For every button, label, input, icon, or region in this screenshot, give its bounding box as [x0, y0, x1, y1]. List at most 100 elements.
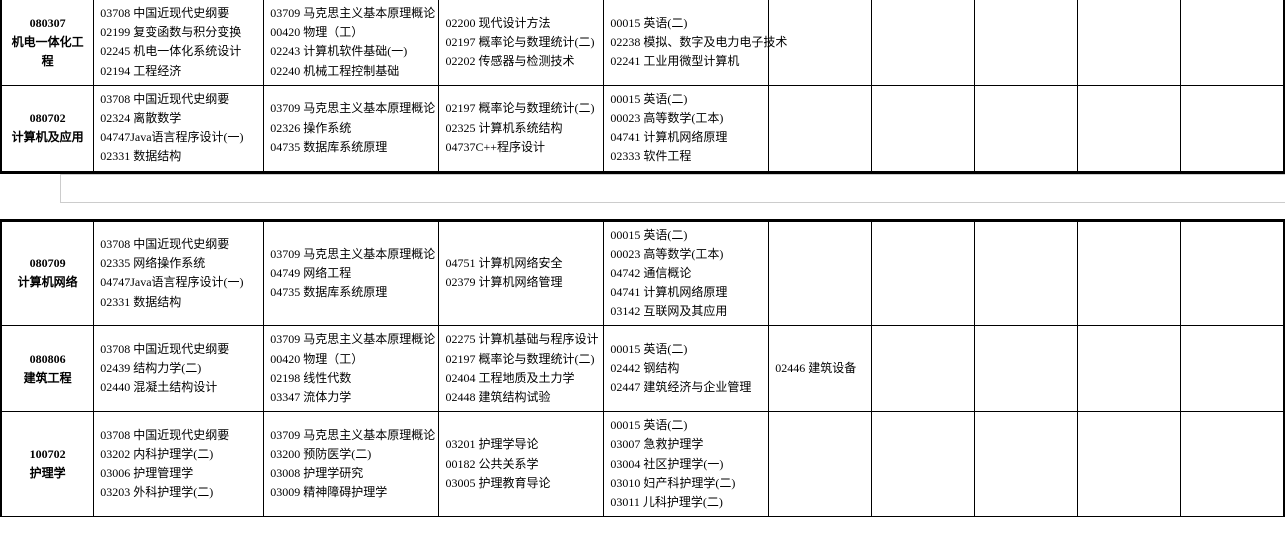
- course-entry: 03010 妇产科护理学(二): [610, 474, 762, 493]
- table-row: 080702计算机及应用03708 中国近现代史纲要02324 离散数学0474…: [1, 85, 1284, 172]
- course-entry: 04735 数据库系统原理: [270, 283, 432, 302]
- course-entry: 04741 计算机网络原理: [610, 283, 762, 302]
- course-cell: 00015 英语(二)02238 模拟、数字及电力电子技术02241 工业用微型…: [604, 0, 769, 85]
- course-cell: [975, 326, 1078, 412]
- course-cell: 03709 马克思主义基本原理概论00420 物理（工）02243 计算机软件基…: [264, 0, 439, 85]
- course-entry: 02197 概率论与数理统计(二): [445, 99, 597, 118]
- spacer-grid: [60, 174, 1285, 203]
- course-entry: 02202 传感器与检测技术: [445, 52, 597, 71]
- table-row: 080709计算机网络03708 中国近现代史纲要02335 网络操作系统047…: [1, 220, 1284, 326]
- major-code: 080307: [8, 14, 87, 33]
- major-code: 080709: [8, 254, 87, 273]
- course-cell: 02275 计算机基础与程序设计02197 概率论与数理统计(二)02404 工…: [439, 326, 604, 412]
- course-cell: 03708 中国近现代史纲要02199 复变函数与积分变换02245 机电一体化…: [94, 0, 264, 85]
- course-entry: 02333 软件工程: [610, 147, 762, 166]
- major-code-cell: 100702护理学: [1, 412, 94, 517]
- course-cell: [769, 85, 872, 172]
- course-entry: 03201 护理学导论: [445, 435, 597, 454]
- course-entry: 03011 儿科护理学(二): [610, 493, 762, 512]
- course-entry: 02446 建筑设备: [775, 359, 865, 378]
- course-cell: [975, 0, 1078, 85]
- course-entry: 03203 外科护理学(二): [100, 483, 257, 502]
- course-entry: 03004 社区护理学(一): [610, 455, 762, 474]
- course-entry: 02243 计算机软件基础(一): [270, 42, 432, 61]
- course-cell: 03708 中国近现代史纲要02335 网络操作系统04747Java语言程序设…: [94, 220, 264, 326]
- course-entry: 02245 机电一体化系统设计: [100, 42, 257, 61]
- course-cell: [769, 220, 872, 326]
- course-entry: 02324 离散数学: [100, 109, 257, 128]
- major-code: 080806: [8, 350, 87, 369]
- course-entry: 03009 精神障碍护理学: [270, 483, 432, 502]
- course-cell: [872, 220, 975, 326]
- course-cell: 03709 马克思主义基本原理概论02326 操作系统04735 数据库系统原理: [264, 85, 439, 172]
- course-entry: 00420 物理（工）: [270, 23, 432, 42]
- course-entry: 02198 线性代数: [270, 369, 432, 388]
- course-cell: 03709 马克思主义基本原理概论04749 网络工程04735 数据库系统原理: [264, 220, 439, 326]
- course-entry: 03005 护理教育导论: [445, 474, 597, 493]
- course-entry: 00182 公共关系学: [445, 455, 597, 474]
- course-entry: 02200 现代设计方法: [445, 14, 597, 33]
- major-name: 计算机网络: [8, 273, 87, 292]
- course-entry: 00015 英语(二): [610, 90, 762, 109]
- course-entry: 04742 通信概论: [610, 264, 762, 283]
- course-cell: 03708 中国近现代史纲要02439 结构力学(二)02440 混凝土结构设计: [94, 326, 264, 412]
- course-table-2: 080709计算机网络03708 中国近现代史纲要02335 网络操作系统047…: [0, 219, 1285, 518]
- course-entry: 03709 马克思主义基本原理概论: [270, 426, 432, 445]
- course-cell: [975, 412, 1078, 517]
- course-cell: [1078, 220, 1181, 326]
- course-entry: 03142 互联网及其应用: [610, 302, 762, 321]
- course-cell: [872, 85, 975, 172]
- major-code-cell: 080806建筑工程: [1, 326, 94, 412]
- course-entry: 03006 护理管理学: [100, 464, 257, 483]
- course-cell: 00015 英语(二)03007 急救护理学03004 社区护理学(一)0301…: [604, 412, 769, 517]
- course-entry: 00420 物理（工）: [270, 350, 432, 369]
- course-entry: 02442 钢结构: [610, 359, 762, 378]
- course-entry: 02448 建筑结构试验: [445, 388, 597, 407]
- course-entry: 02439 结构力学(二): [100, 359, 257, 378]
- course-entry: 03708 中国近现代史纲要: [100, 426, 257, 445]
- course-cell: 03201 护理学导论00182 公共关系学03005 护理教育导论: [439, 412, 604, 517]
- course-cell: [975, 220, 1078, 326]
- course-entry: 04737C++程序设计: [445, 138, 597, 157]
- course-entry: 03007 急救护理学: [610, 435, 762, 454]
- major-code: 080702: [8, 109, 87, 128]
- course-entry: 04747Java语言程序设计(一): [100, 273, 257, 292]
- course-cell: [1181, 326, 1284, 412]
- course-cell: [872, 0, 975, 85]
- course-entry: 03202 内科护理学(二): [100, 445, 257, 464]
- course-entry: 04751 计算机网络安全: [445, 254, 597, 273]
- course-entry: 02238 模拟、数字及电力电子技术: [610, 33, 762, 52]
- course-cell: [769, 412, 872, 517]
- course-entry: 04735 数据库系统原理: [270, 138, 432, 157]
- course-entry: 03347 流体力学: [270, 388, 432, 407]
- course-entry: 03708 中国近现代史纲要: [100, 235, 257, 254]
- course-entry: 03708 中国近现代史纲要: [100, 90, 257, 109]
- course-entry: 02335 网络操作系统: [100, 254, 257, 273]
- major-code-cell: 080702计算机及应用: [1, 85, 94, 172]
- course-entry: 02240 机械工程控制基础: [270, 62, 432, 81]
- course-entry: 00015 英语(二): [610, 14, 762, 33]
- course-cell: 00015 英语(二)00023 高等数学(工本)04742 通信概论04741…: [604, 220, 769, 326]
- major-code: 100702: [8, 445, 87, 464]
- course-entry: 02331 数据结构: [100, 293, 257, 312]
- course-entry: 00015 英语(二): [610, 340, 762, 359]
- course-entry: 02241 工业用微型计算机: [610, 52, 762, 71]
- course-cell: 00015 英语(二)02442 钢结构02447 建筑经济与企业管理: [604, 326, 769, 412]
- major-name: 机电一体化工程: [8, 33, 87, 71]
- course-entry: 00015 英语(二): [610, 226, 762, 245]
- course-cell: [1181, 0, 1284, 85]
- table-1-wrapper: 080307机电一体化工程03708 中国近现代史纲要02199 复变函数与积分…: [0, 0, 1285, 174]
- course-entry: 02275 计算机基础与程序设计: [445, 330, 597, 349]
- course-cell: 03708 中国近现代史纲要03202 内科护理学(二)03006 护理管理学0…: [94, 412, 264, 517]
- major-name: 护理学: [8, 464, 87, 483]
- course-cell: 03709 马克思主义基本原理概论00420 物理（工）02198 线性代数03…: [264, 326, 439, 412]
- course-entry: 00015 英语(二): [610, 416, 762, 435]
- course-entry: 03709 马克思主义基本原理概论: [270, 4, 432, 23]
- course-entry: 02379 计算机网络管理: [445, 273, 597, 292]
- course-entry: 02199 复变函数与积分变换: [100, 23, 257, 42]
- course-entry: 03709 马克思主义基本原理概论: [270, 330, 432, 349]
- course-entry: 03708 中国近现代史纲要: [100, 340, 257, 359]
- course-entry: 02447 建筑经济与企业管理: [610, 378, 762, 397]
- course-cell: 00015 英语(二)00023 高等数学(工本)04741 计算机网络原理02…: [604, 85, 769, 172]
- course-entry: 03709 马克思主义基本原理概论: [270, 245, 432, 264]
